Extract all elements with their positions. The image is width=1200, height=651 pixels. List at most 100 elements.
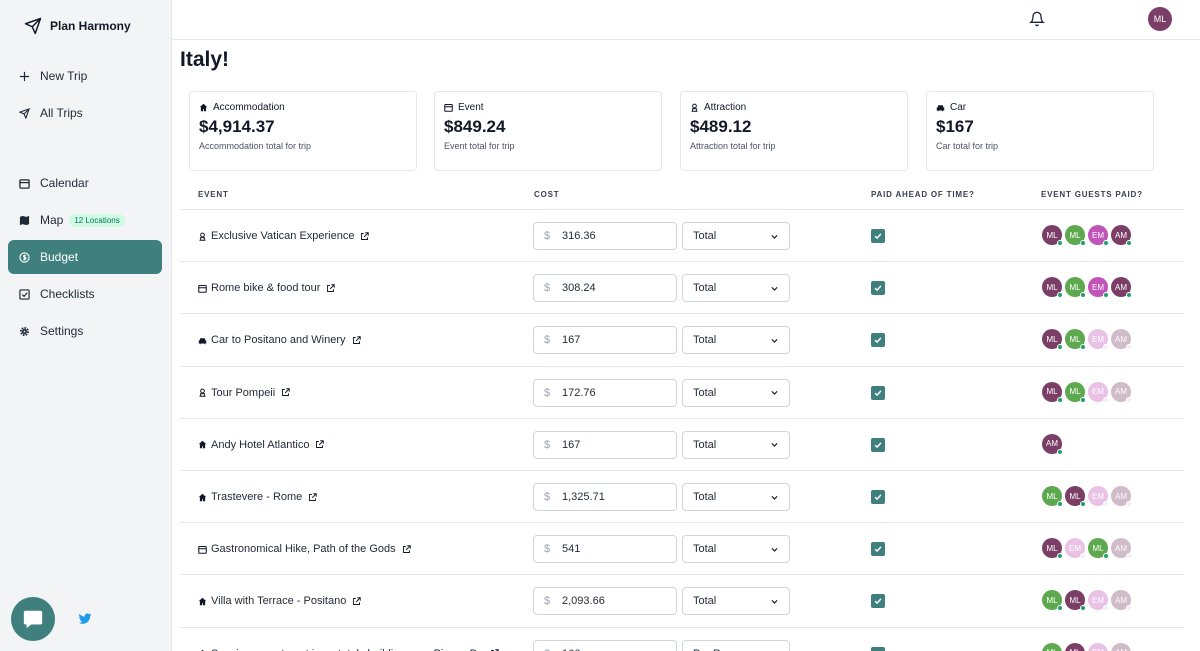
guest-avatar[interactable]: ML [1065, 277, 1086, 299]
event-name-cell[interactable]: Car to Positano and Winery [198, 314, 361, 366]
cost-input[interactable]: $167 [533, 326, 677, 355]
guest-avatar[interactable]: AM [1111, 642, 1131, 651]
event-name-cell[interactable]: Villa with Terrace - Positano [198, 575, 362, 627]
guest-avatar[interactable]: EM [1088, 590, 1109, 612]
cost-input[interactable]: $2,093.66 [533, 587, 677, 616]
cost-value[interactable]: 316.36 [562, 230, 596, 242]
cost-mode-select[interactable]: Total [682, 326, 790, 355]
cost-mode-select[interactable]: Total [682, 535, 790, 564]
cost-input[interactable]: $308.24 [533, 274, 677, 303]
guest-avatar[interactable]: AM [1111, 538, 1132, 560]
guest-avatar[interactable]: AM [1111, 329, 1132, 351]
cost-value[interactable]: 541 [562, 543, 581, 556]
guest-avatar[interactable]: ML [1042, 538, 1063, 560]
sidebar-item-all-trips[interactable]: All Trips [8, 96, 162, 130]
paid-ahead-checkbox[interactable] [871, 542, 885, 557]
guest-avatar[interactable]: EM [1065, 538, 1086, 560]
event-name-cell[interactable]: Gastronomical Hike, Path of the Gods [198, 523, 411, 575]
guest-avatar[interactable]: ML [1065, 329, 1086, 351]
guest-avatar[interactable]: ML [1042, 381, 1063, 403]
external-link-icon[interactable] [326, 283, 336, 293]
event-name-cell[interactable]: Tour Pompeii [198, 367, 290, 419]
guest-avatar[interactable]: ML [1042, 277, 1063, 299]
guest-avatar[interactable]: EM [1088, 329, 1109, 351]
paid-ahead-checkbox[interactable] [871, 646, 885, 651]
chat-button[interactable] [11, 597, 55, 641]
guest-avatar[interactable]: ML [1065, 642, 1085, 651]
sidebar-item-new-trip[interactable]: New Trip [8, 59, 162, 93]
sidebar-item-budget[interactable]: Budget [8, 240, 162, 274]
guest-avatar[interactable]: AM [1111, 590, 1132, 612]
external-link-icon[interactable] [308, 492, 317, 502]
cost-value[interactable]: 166 [562, 648, 580, 651]
guest-avatar[interactable]: EM [1088, 642, 1108, 651]
guest-avatar[interactable]: ML [1065, 381, 1086, 403]
guest-avatar[interactable]: AM [1111, 225, 1132, 246]
guest-avatar[interactable]: ML [1088, 538, 1109, 560]
cost-input[interactable]: $541 [533, 535, 677, 564]
guest-avatar[interactable]: AM [1111, 486, 1132, 507]
guest-avatar[interactable]: EM [1088, 486, 1109, 507]
guest-avatar[interactable]: ML [1042, 486, 1063, 507]
guest-avatar[interactable]: ML [1042, 642, 1062, 651]
event-name-cell[interactable]: Exclusive Vatican Experience [198, 210, 370, 262]
event-name-cell[interactable]: Spacious apartment in a stately building… [198, 628, 499, 651]
guest-avatar[interactable]: EM [1088, 225, 1109, 246]
guest-avatar[interactable]: ML [1065, 590, 1086, 612]
event-name-cell[interactable]: Andy Hotel Atlantico [198, 419, 325, 471]
event-name[interactable]: Andy Hotel Atlantico [211, 438, 310, 451]
bell-icon[interactable] [1029, 10, 1045, 28]
external-link-icon[interactable] [402, 544, 411, 554]
paid-ahead-checkbox[interactable] [871, 437, 885, 452]
event-name[interactable]: Tour Pompeii [211, 386, 276, 399]
guest-avatar[interactable]: ML [1065, 225, 1086, 246]
cost-mode-select[interactable]: Total [682, 222, 790, 250]
twitter-icon[interactable] [78, 612, 92, 626]
external-link-icon[interactable] [281, 388, 290, 397]
cost-mode-select[interactable]: Total [682, 587, 790, 616]
event-name-cell[interactable]: Rome bike & food tour [198, 262, 336, 314]
cost-value[interactable]: 172.76 [562, 386, 596, 399]
guest-avatar[interactable]: ML [1042, 590, 1063, 612]
cost-input[interactable]: $166 [533, 639, 677, 651]
event-name-cell[interactable]: Trastevere - Rome [198, 471, 317, 523]
paid-ahead-checkbox[interactable] [871, 333, 885, 348]
sidebar-item-map[interactable]: Map 12 Locations [8, 203, 162, 237]
user-avatar[interactable]: ML [1148, 7, 1172, 31]
guest-avatar[interactable]: AM [1111, 381, 1132, 403]
cost-value[interactable]: 167 [562, 438, 581, 451]
guest-avatar[interactable]: EM [1088, 381, 1109, 403]
paid-ahead-checkbox[interactable] [871, 594, 885, 609]
event-name[interactable]: Spacious apartment in a stately building… [211, 648, 484, 651]
cost-value[interactable]: 308.24 [562, 282, 596, 295]
external-link-icon[interactable] [360, 231, 370, 241]
sidebar-item-calendar[interactable]: Calendar [8, 166, 162, 200]
paid-ahead-checkbox[interactable] [871, 490, 885, 504]
guest-avatar[interactable]: AM [1111, 277, 1132, 299]
event-name[interactable]: Trastevere - Rome [211, 491, 303, 503]
cost-mode-select[interactable]: Per Person [682, 639, 790, 651]
event-name[interactable]: Exclusive Vatican Experience [211, 230, 355, 242]
guest-avatar[interactable]: ML [1042, 329, 1063, 351]
cost-input[interactable]: $1,325.71 [533, 483, 677, 511]
guest-avatar[interactable]: ML [1042, 225, 1063, 246]
cost-input[interactable]: $316.36 [533, 222, 677, 250]
guest-avatar[interactable]: ML [1065, 486, 1086, 507]
cost-mode-select[interactable]: Total [682, 483, 790, 511]
sidebar-item-settings[interactable]: Settings [8, 314, 162, 348]
event-name[interactable]: Gastronomical Hike, Path of the Gods [211, 543, 396, 556]
guest-avatar[interactable]: EM [1088, 277, 1109, 299]
external-link-icon[interactable] [352, 597, 362, 606]
cost-value[interactable]: 167 [562, 334, 581, 347]
external-link-icon[interactable] [315, 440, 325, 449]
cost-input[interactable]: $172.76 [533, 378, 677, 407]
paid-ahead-checkbox[interactable] [871, 385, 885, 400]
paid-ahead-checkbox[interactable] [871, 229, 885, 243]
event-name[interactable]: Rome bike & food tour [211, 282, 321, 295]
cost-mode-select[interactable]: Total [682, 378, 790, 407]
cost-mode-select[interactable]: Total [682, 274, 790, 303]
cost-value[interactable]: 1,325.71 [562, 491, 605, 503]
brand[interactable]: Plan Harmony [24, 17, 131, 35]
sidebar-item-checklists[interactable]: Checklists [8, 277, 162, 311]
guest-avatar[interactable]: AM [1042, 433, 1063, 455]
